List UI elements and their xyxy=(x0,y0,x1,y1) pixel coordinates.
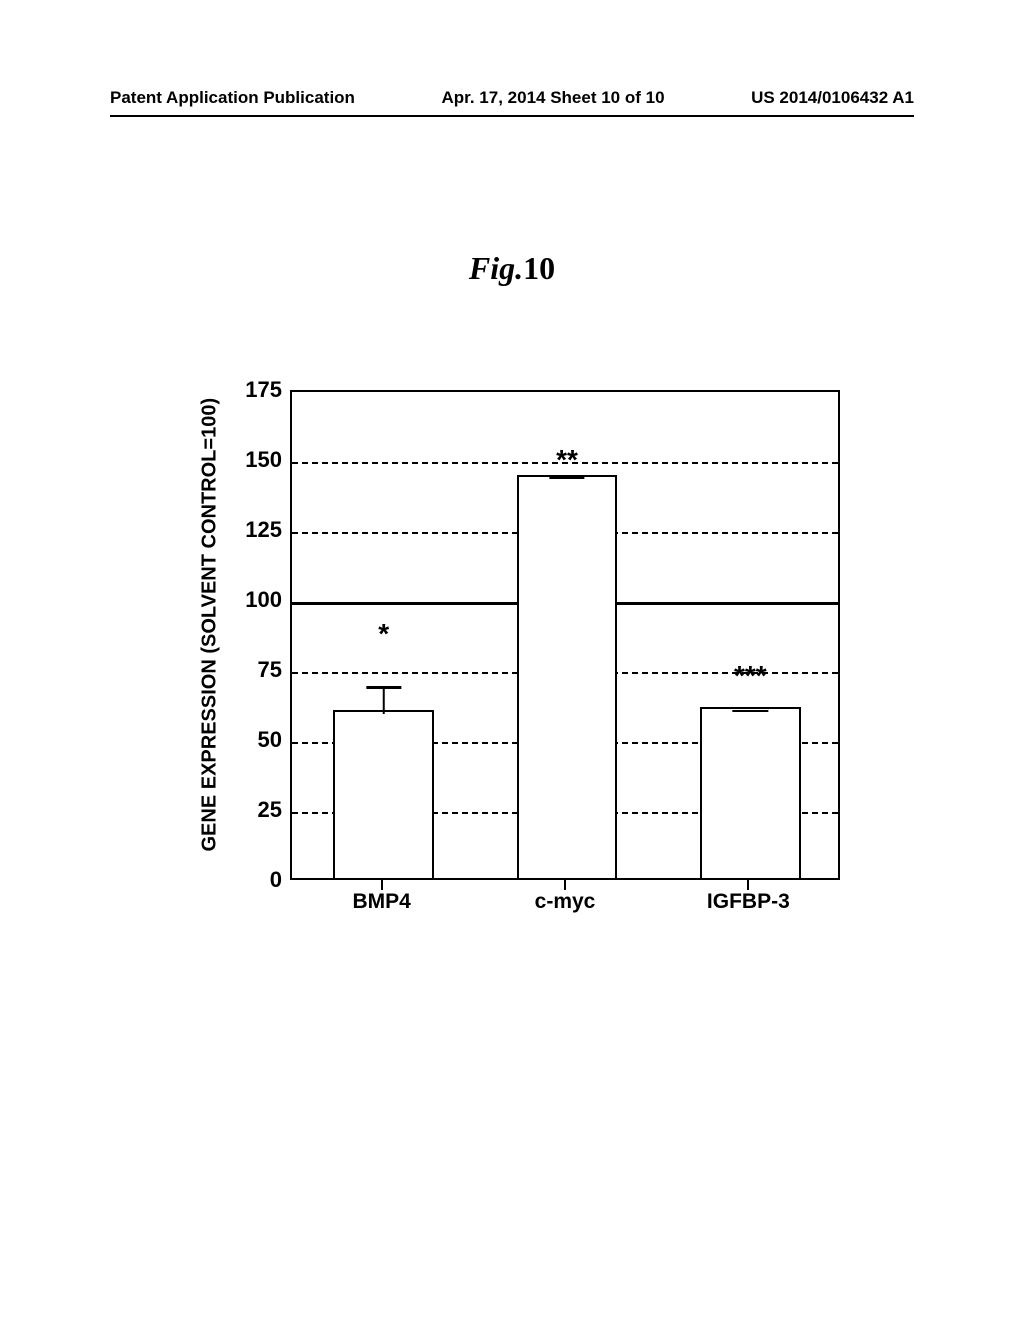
figure-title: Fig.10 xyxy=(0,250,1024,287)
chart-plot-area: ****** xyxy=(290,390,840,880)
y-tick-label: 25 xyxy=(227,797,282,823)
significance-marker: *** xyxy=(734,660,767,692)
x-tick-mark xyxy=(381,880,383,890)
error-cap xyxy=(733,710,768,713)
patent-header: Patent Application Publication Apr. 17, … xyxy=(0,88,1024,108)
header-publication: Patent Application Publication xyxy=(110,88,355,108)
x-tick-mark xyxy=(747,880,749,890)
header-date-sheet: Apr. 17, 2014 Sheet 10 of 10 xyxy=(442,88,665,108)
header-divider xyxy=(110,115,914,117)
error-bar xyxy=(382,686,385,714)
page: Patent Application Publication Apr. 17, … xyxy=(0,0,1024,1320)
bar-chart: GENE EXPRESSION (SOLVENT CONTROL=100) 0 2… xyxy=(175,390,875,990)
x-tick-label: IGFBP-3 xyxy=(707,890,790,914)
significance-marker: ** xyxy=(556,444,578,476)
header-patent-number: US 2014/0106432 A1 xyxy=(751,88,914,108)
y-axis-label: GENE EXPRESSION (SOLVENT CONTROL=100) xyxy=(199,432,222,852)
y-tick-label: 100 xyxy=(227,587,282,613)
y-tick-label: 150 xyxy=(227,447,282,473)
y-tick-label: 125 xyxy=(227,517,282,543)
y-axis-label-container: GENE EXPRESSION (SOLVENT CONTROL=100) xyxy=(190,440,220,840)
y-tick-label: 0 xyxy=(227,867,282,893)
x-tick-label: BMP4 xyxy=(352,890,410,914)
figure-number: 10 xyxy=(523,250,555,286)
error-cap xyxy=(366,686,401,689)
significance-marker: * xyxy=(378,618,389,650)
x-tick-label: c-myc xyxy=(535,890,596,914)
error-cap xyxy=(549,476,584,479)
chart-bar xyxy=(333,710,434,878)
x-tick-mark xyxy=(564,880,566,890)
figure-prefix: Fig. xyxy=(469,250,523,286)
y-tick-label: 75 xyxy=(227,657,282,683)
y-tick-label: 175 xyxy=(227,377,282,403)
y-tick-label: 50 xyxy=(227,727,282,753)
chart-bar xyxy=(517,475,618,878)
chart-bar xyxy=(700,707,801,878)
